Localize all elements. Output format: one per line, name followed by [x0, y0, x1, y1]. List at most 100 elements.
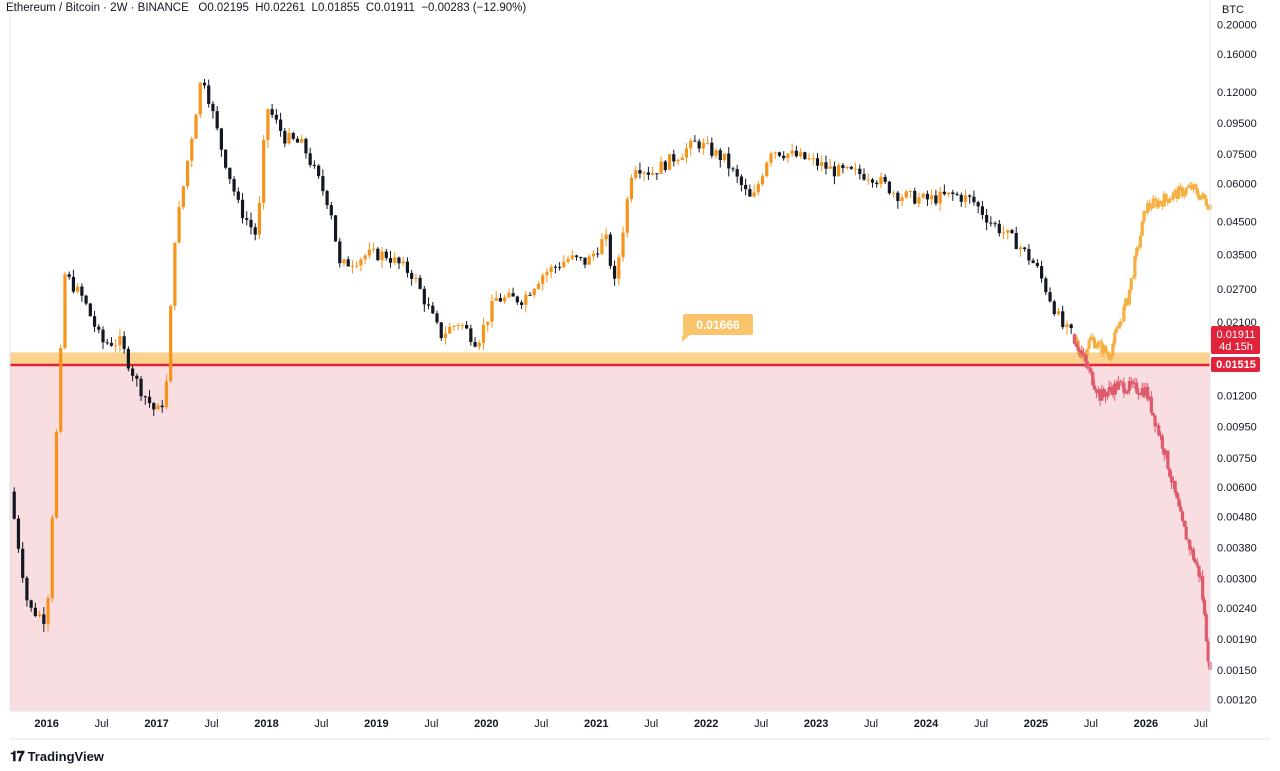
candle-body [329, 205, 333, 216]
candle-body [858, 168, 862, 175]
candle-body [718, 150, 722, 161]
candle-body [456, 324, 460, 326]
candle-body [21, 548, 25, 578]
candle-body [646, 172, 651, 175]
candle-body [752, 192, 756, 197]
candle-body [12, 491, 16, 519]
candle-body [503, 297, 507, 302]
candle-body [1114, 383, 1119, 390]
candle-body [1125, 390, 1130, 393]
candle-body [963, 195, 968, 202]
candle-body [33, 607, 37, 617]
candle-body [651, 173, 655, 175]
candle-body [1164, 193, 1168, 199]
candle-body [224, 149, 228, 168]
candle-body [1190, 549, 1194, 551]
candle-body [1191, 184, 1196, 190]
candle-body [1160, 435, 1164, 449]
candle-body [1158, 200, 1163, 203]
price-scale[interactable]: 0.20000 0.16000 0.12000 0.09500 0.07500 0.060… [1217, 20, 1257, 707]
candle-body [1092, 385, 1097, 390]
time-tick-label: Jul [95, 718, 109, 730]
candle-body [1180, 187, 1185, 197]
candle-body [841, 165, 845, 169]
candle-body [1111, 389, 1115, 395]
candle-body [63, 274, 67, 349]
currency-label[interactable]: BTC [1222, 4, 1244, 16]
candle-body [701, 142, 705, 149]
candle-body [207, 85, 211, 104]
candle-body [1179, 506, 1183, 512]
candle-body [1144, 210, 1148, 213]
candle-body [1023, 247, 1027, 250]
projection-down-group [1072, 333, 1212, 671]
candle-body [1175, 190, 1179, 199]
candle-body [1168, 468, 1172, 477]
candle-body [486, 321, 490, 326]
candle-body [574, 255, 579, 258]
candle-body [1169, 476, 1174, 483]
candle-body [697, 141, 701, 149]
candle-body [59, 348, 63, 432]
candle-body [266, 109, 270, 140]
time-scale[interactable]: 2016 Jul 2017 Jul 2018 Jul 2019 Jul 2020 Jul 2021 J… [34, 718, 1207, 730]
candle-body [88, 303, 92, 317]
candle-body [481, 325, 486, 343]
price-tick-label: 0.00300 [1217, 574, 1257, 586]
candle-body [114, 345, 118, 347]
candle-body [469, 328, 473, 342]
candle-body [562, 261, 566, 268]
candle-body [511, 293, 515, 297]
candle-body [765, 162, 769, 177]
candle-body [1120, 381, 1124, 383]
candle-body [549, 266, 553, 272]
candle-body [900, 197, 904, 202]
candle-body [443, 333, 448, 339]
candle-body [1204, 614, 1208, 642]
candle-body [1188, 185, 1192, 188]
candle-body [422, 288, 426, 305]
candle-body [452, 325, 456, 328]
candle-body [748, 189, 752, 197]
candle-body [1158, 434, 1163, 436]
candle-body [553, 266, 557, 268]
candle-body [596, 253, 600, 255]
candle-body [1081, 353, 1086, 355]
candle-body [1048, 292, 1052, 302]
candle-body [980, 206, 985, 216]
candle-body [1072, 334, 1077, 344]
tradingview-brand[interactable]: 𝟏𝟕 TradingView [10, 748, 104, 765]
price-tick-label: 0.00240 [1217, 603, 1257, 615]
candle-body [672, 154, 676, 162]
zone-callout-label: 0.01666 [696, 318, 740, 332]
candle-body [604, 234, 608, 240]
candle-body [879, 176, 883, 185]
candle-body [769, 153, 773, 163]
candle-body [1131, 277, 1135, 279]
candle-body [325, 191, 329, 206]
candle-body [608, 234, 612, 266]
candle-body [139, 378, 143, 397]
candle-body [1182, 520, 1186, 527]
candle-body [1010, 230, 1014, 233]
candle-body [883, 176, 887, 182]
candle-body [579, 257, 583, 259]
candle-body [866, 179, 870, 181]
zone-callout-pointer [682, 335, 690, 342]
candle-body [1105, 391, 1110, 397]
candle-body [642, 172, 646, 174]
candle-body [295, 138, 300, 143]
candle-body [1204, 198, 1208, 206]
candle-body [1151, 412, 1155, 416]
candle-body [342, 259, 346, 264]
symbol-name[interactable]: Ethereum / Bitcoin · 2W · BINANCE [6, 2, 189, 14]
candle-body [1100, 341, 1104, 354]
candle-body [477, 342, 481, 347]
candle-body [1206, 205, 1210, 210]
time-tick-label: Jul [424, 718, 438, 730]
ohlc-change: −0.00283 (−12.90%) [421, 2, 527, 14]
candle-body [1195, 187, 1199, 195]
candle-body [1177, 186, 1181, 199]
price-tick-label: 0.00380 [1217, 542, 1257, 554]
